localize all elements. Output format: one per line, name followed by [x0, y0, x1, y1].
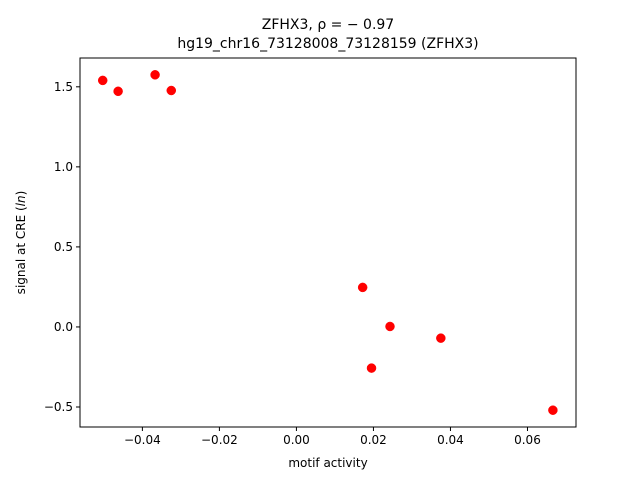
chart-title-line1: ZFHX3, ρ = − 0.97	[262, 17, 394, 33]
x-axis-ticks: −0.04 −0.02 0.00 0.02 0.04 0.06	[124, 427, 541, 447]
y-axis-label-italic: ln	[14, 195, 28, 206]
y-axis-label-suffix: )	[14, 191, 28, 196]
chart-title-line2: hg19_chr16_73128008_73128159 (ZFHX3)	[177, 36, 478, 52]
data-point-4	[166, 85, 177, 96]
y-axis-label-prefix: signal at CRE (	[14, 206, 28, 294]
x-tick-label-5: 0.04	[437, 433, 464, 447]
y-tick-label-3: 0.5	[54, 240, 73, 254]
plot-area-frame	[79, 57, 577, 428]
x-tick-label-3: 0.00	[283, 433, 310, 447]
data-point-1	[97, 75, 108, 86]
data-point-2	[113, 86, 123, 97]
x-tick-label-6: 0.06	[514, 433, 541, 447]
y-axis-ticks: −0.5 0.0 0.5 1.0 1.5	[44, 80, 80, 414]
x-tick-label-4: 0.02	[360, 433, 387, 447]
data-point-3	[150, 70, 160, 80]
y-tick-label-5: 1.5	[54, 80, 73, 94]
y-tick-label-1: −0.5	[44, 400, 73, 414]
data-point-5	[357, 282, 368, 293]
x-tick-label-2: −0.02	[201, 433, 238, 447]
y-axis-label: signal at CRE (ln)	[14, 191, 28, 295]
y-tick-label-4: 1.0	[54, 160, 73, 174]
y-tick-label-2: 0.0	[54, 320, 73, 334]
x-axis-label: motif activity	[288, 456, 367, 470]
data-point-7	[385, 321, 395, 332]
data-point-9	[548, 405, 558, 415]
x-tick-label-1: −0.04	[124, 433, 161, 447]
data-point-8	[436, 333, 446, 343]
data-point-6	[366, 363, 377, 373]
data-points	[97, 70, 558, 415]
